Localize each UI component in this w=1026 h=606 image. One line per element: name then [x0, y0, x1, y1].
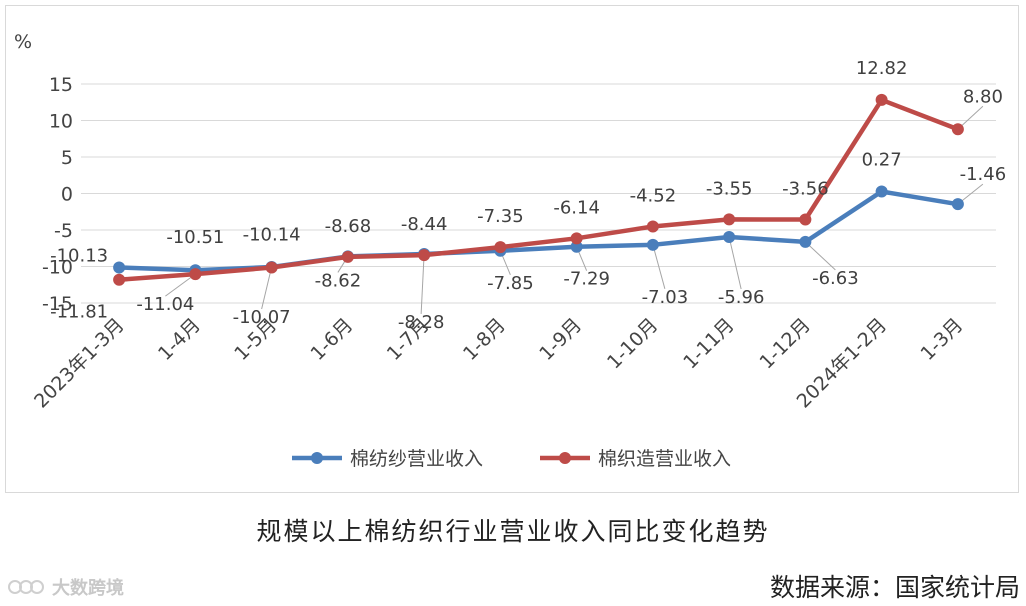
x-tick-label: 1-8月	[459, 314, 510, 365]
y-tick-label: 5	[61, 147, 73, 169]
watermark: 大数跨境	[8, 574, 124, 600]
data-point	[951, 123, 964, 136]
legend-label: 棉织造营业收入	[598, 448, 731, 470]
data-label: -10.07	[233, 307, 291, 328]
label-leader-line	[261, 266, 273, 310]
legend-swatch-marker	[311, 452, 323, 464]
data-point	[570, 240, 583, 253]
series-line	[118, 97, 959, 282]
data-label: 12.82	[856, 58, 908, 79]
data-point	[341, 250, 354, 263]
x-tick-label: 1-4月	[154, 314, 205, 365]
x-tick-label: 1-9月	[535, 314, 586, 365]
data-label: -10.14	[243, 225, 301, 246]
data-label: -8.68	[325, 216, 372, 237]
y-tick-label: 10	[49, 111, 73, 133]
data-label: -7.29	[563, 269, 610, 290]
chart-frame: 15 10 5 0 -5 -10 -15 2023年1-3月 1-4月 1-5月 1-6月 1-7月…	[5, 5, 1019, 493]
data-label: -8.62	[315, 270, 362, 291]
data-source: 数据来源：国家统计局	[769, 573, 1020, 602]
data-point	[113, 261, 126, 274]
data-point	[646, 238, 659, 251]
x-tick-label: 1-3月	[916, 314, 967, 365]
x-tick-label: 1-12月	[755, 314, 814, 373]
data-point	[875, 93, 888, 106]
data-label: -7.03	[642, 287, 689, 308]
x-tick-label: 1-6月	[306, 314, 357, 365]
data-label: -7.85	[487, 273, 534, 294]
y-tick-label: -15	[42, 293, 73, 315]
data-point	[723, 231, 736, 244]
chart-caption: 规模以上棉纺织行业营业收入同比变化趋势	[256, 517, 770, 546]
data-label: -3.55	[706, 178, 753, 199]
data-point	[799, 235, 812, 248]
data-label: 0.27	[862, 150, 902, 171]
y-tick-label: 0	[61, 184, 73, 206]
label-leader-line	[420, 253, 425, 314]
data-label: -6.14	[553, 197, 600, 218]
data-label: -10.51	[166, 227, 224, 248]
data-point	[723, 213, 736, 226]
label-leader-line	[165, 273, 196, 297]
data-label: -6.63	[812, 268, 859, 289]
data-label: -11.81	[50, 302, 108, 323]
data-point	[265, 261, 278, 274]
x-tick-label: 1-11月	[679, 314, 738, 373]
data-point	[646, 220, 659, 233]
x-tick-label: 1-10月	[603, 314, 662, 373]
data-label: -7.35	[477, 206, 524, 227]
data-label: -8.44	[401, 214, 448, 235]
y-tick-label: -10	[42, 257, 73, 279]
label-leader-line	[652, 244, 666, 289]
data-point	[799, 213, 812, 226]
data-point	[113, 273, 126, 286]
data-label: -4.52	[630, 185, 677, 206]
label-leader-line	[728, 236, 742, 290]
data-label: -11.04	[136, 294, 194, 315]
legend-swatch-marker	[559, 452, 571, 464]
data-point	[875, 185, 888, 198]
y-unit-label: %	[14, 31, 32, 53]
data-label: -5.96	[718, 287, 765, 308]
label-leader-line	[805, 241, 836, 271]
watermark-text: 大数跨境	[52, 578, 124, 599]
data-label: -3.56	[782, 178, 829, 199]
x-tick-label: 2023年1-3月	[30, 314, 129, 413]
data-label: 8.80	[963, 86, 1003, 107]
data-point	[189, 268, 202, 281]
data-point	[951, 198, 964, 211]
legend-label: 棉纺纱营业收入	[350, 448, 483, 470]
data-point	[418, 249, 431, 262]
data-label: -8.28	[398, 312, 445, 333]
y-tick-label: 15	[49, 74, 73, 96]
y-tick-label: -5	[54, 220, 73, 242]
data-point	[494, 241, 507, 254]
watermark-logo-icon	[8, 580, 44, 594]
data-point	[570, 232, 583, 245]
data-label: -1.46	[960, 164, 1007, 185]
data-label: -10.13	[50, 245, 108, 266]
